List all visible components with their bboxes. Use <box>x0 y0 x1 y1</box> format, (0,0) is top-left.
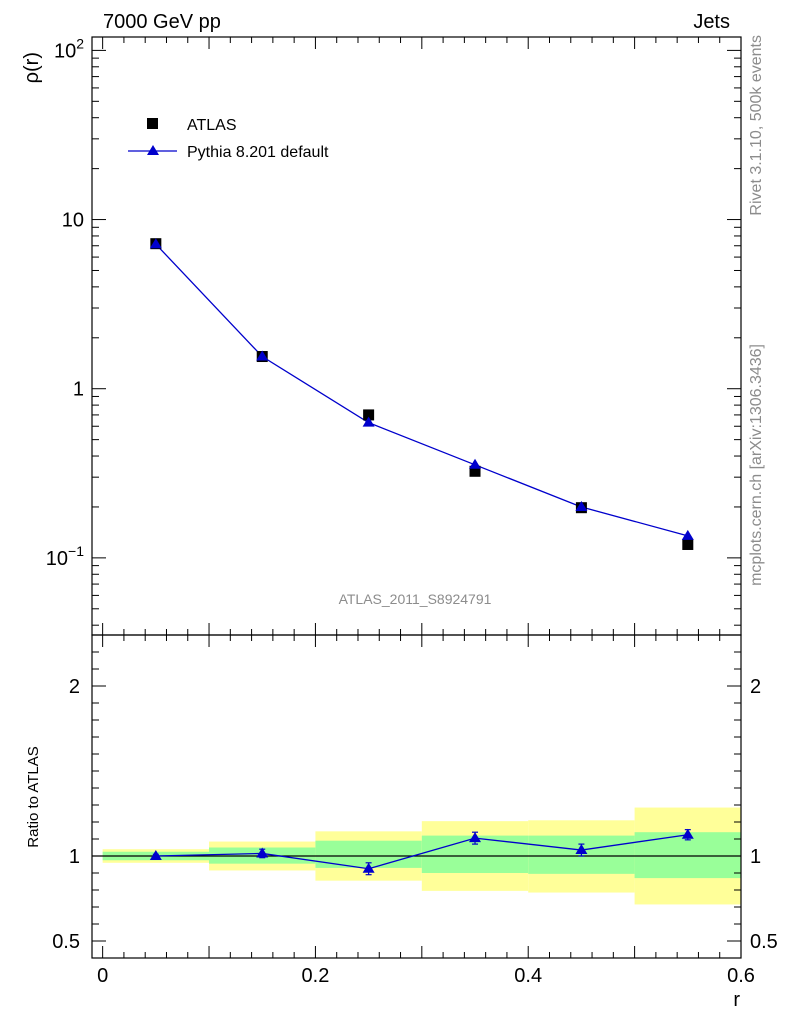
legend: ATLAS Pythia 8.201 default <box>128 117 329 161</box>
analysis-label: ATLAS_2011_S8924791 <box>339 591 492 607</box>
pythia-point <box>362 416 375 427</box>
pythia-point <box>681 529 694 540</box>
ratio-point <box>256 847 269 858</box>
main-axis-ticks: 102 10 1 10−1 <box>46 35 742 635</box>
y-tick-label: 1 <box>73 379 84 401</box>
ratio-point <box>681 828 694 839</box>
side-text-generator: Rivet 3.1.10, 500k events <box>748 35 765 216</box>
ratio-point <box>575 844 588 855</box>
y-tick-label: 102 <box>54 35 84 62</box>
ratio-point <box>469 832 482 843</box>
x-tick-label: 0.4 <box>514 965 542 987</box>
x-tick-label: 0.6 <box>727 965 755 987</box>
y-tick-label: 1 <box>69 846 80 868</box>
pythia-line <box>155 243 688 537</box>
y-tick-label: 10 <box>62 210 84 232</box>
x-tick-label: 0 <box>97 965 108 987</box>
header-beam-label: 7000 GeV pp <box>103 11 221 33</box>
legend-atlas-label: ATLAS <box>187 117 237 134</box>
x-tick-label: 0.2 <box>302 965 330 987</box>
y-tick-label: 1 <box>750 846 761 868</box>
pythia-point <box>575 500 588 511</box>
legend-pythia-marker <box>147 145 159 155</box>
ratio-point <box>149 850 162 860</box>
side-text-source: mcplots.cern.ch [arXiv:1306.3436] <box>748 344 765 586</box>
pythia-point <box>469 458 482 469</box>
header-category-label: Jets <box>693 11 730 33</box>
atlas-point <box>363 409 375 421</box>
y-tick-label: 2 <box>750 676 761 698</box>
pythia-point <box>149 238 162 249</box>
ratio-uncertainty-bands <box>92 807 741 905</box>
ratio-point <box>362 862 375 873</box>
ratio-series <box>149 828 694 876</box>
y-tick-label: 10−1 <box>46 543 84 570</box>
atlas-point <box>469 465 481 477</box>
ratio-y-axis-label: Ratio to ATLAS <box>25 746 42 847</box>
x-axis-label: r <box>733 989 740 1011</box>
y-tick-label: 0.5 <box>52 931 80 953</box>
ratio-frame <box>91 634 742 959</box>
main-series <box>149 238 694 550</box>
legend-pythia-label: Pythia 8.201 default <box>187 144 329 161</box>
atlas-point <box>682 538 694 550</box>
y-tick-label: 0.5 <box>750 931 778 953</box>
main-y-axis-label: ρ(r) <box>21 52 43 83</box>
ratio-axis-ticks: 0 0.2 0.4 0.6 2 2 1 1 0.5 0.5 <box>52 634 778 987</box>
ratio-line <box>155 834 688 870</box>
legend-atlas-marker <box>147 118 158 129</box>
pythia-point <box>256 350 269 361</box>
y-tick-label: 2 <box>69 676 80 698</box>
